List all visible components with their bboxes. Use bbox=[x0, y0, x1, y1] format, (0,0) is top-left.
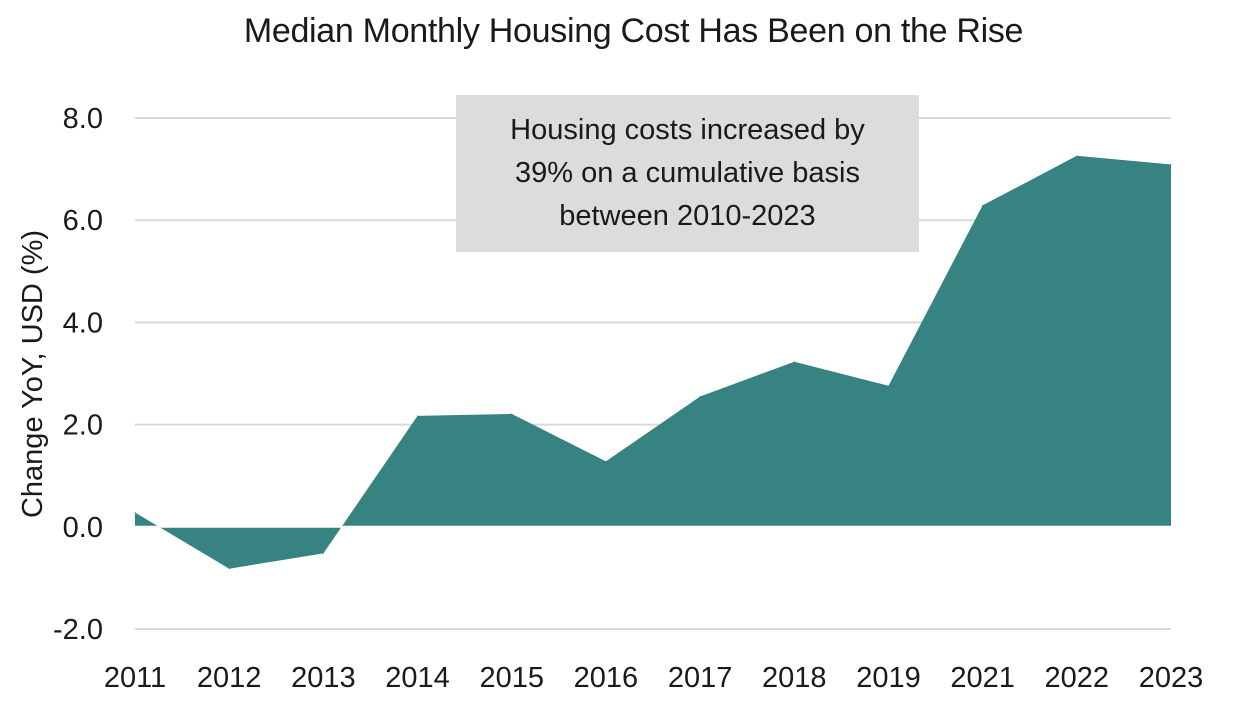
data-point-2023 bbox=[1170, 164, 1172, 166]
data-point-2012 bbox=[228, 568, 230, 570]
x-axis-ticks: 2011 2012 2013 2014 2015 2016 2017 2018 2019 2021… bbox=[104, 662, 1203, 694]
x-tick-label: 2015 bbox=[479, 662, 544, 694]
data-point-2011 bbox=[134, 511, 136, 513]
data-point-2019 bbox=[887, 385, 889, 387]
y-axis-ticks: 8.0 6.0 4.0 2.0 0.0 -2.0 bbox=[53, 103, 103, 646]
x-tick-label: 2012 bbox=[197, 662, 262, 694]
x-tick-label: 2022 bbox=[1045, 662, 1110, 694]
y-tick-label: 0.0 bbox=[63, 512, 103, 544]
data-point-2022 bbox=[1076, 155, 1078, 157]
x-tick-label: 2014 bbox=[385, 662, 450, 694]
chart-title: Median Monthly Housing Cost Has Been on … bbox=[243, 12, 1024, 50]
x-tick-label: 2011 bbox=[104, 662, 166, 694]
data-point-2017 bbox=[699, 395, 701, 397]
y-tick-label: 4.0 bbox=[63, 307, 103, 339]
data-point-2013 bbox=[322, 552, 324, 554]
x-tick-label: 2019 bbox=[856, 662, 921, 694]
x-tick-label: 2018 bbox=[762, 662, 827, 694]
x-tick-label: 2021 bbox=[950, 662, 1015, 694]
data-point-2018 bbox=[793, 361, 795, 363]
data-point-2015 bbox=[511, 413, 513, 415]
y-tick-label: 6.0 bbox=[63, 205, 103, 237]
x-tick-label: 2023 bbox=[1139, 662, 1204, 694]
y-tick-label: -2.0 bbox=[53, 614, 103, 646]
annotation-box: Housing costs increased by 39% on a cumu… bbox=[456, 95, 919, 252]
data-point-2021 bbox=[982, 204, 984, 206]
y-axis-label: Change YoY, USD (%) bbox=[17, 230, 49, 518]
data-point-2016 bbox=[605, 460, 607, 462]
data-point-2014 bbox=[417, 415, 419, 417]
x-tick-label: 2016 bbox=[574, 662, 639, 694]
area-series bbox=[135, 155, 1171, 569]
x-tick-label: 2013 bbox=[291, 662, 356, 694]
annotation-text: Housing costs increased by 39% on a cumu… bbox=[510, 114, 865, 232]
y-tick-label: 2.0 bbox=[63, 410, 103, 442]
x-tick-label: 2017 bbox=[668, 662, 733, 694]
y-tick-label: 8.0 bbox=[63, 103, 103, 135]
